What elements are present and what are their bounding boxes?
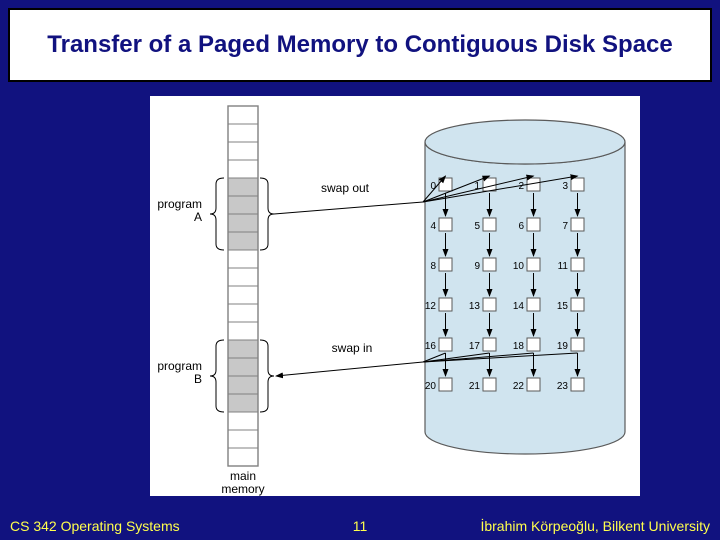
- svg-text:programB: programB: [157, 359, 202, 386]
- footer-left: CS 342 Operating Systems: [10, 518, 180, 534]
- slide-title: Transfer of a Paged Memory to Contiguous…: [47, 31, 672, 60]
- svg-text:19: 19: [557, 341, 569, 352]
- svg-text:3: 3: [562, 181, 568, 192]
- footer-right: İbrahim Körpeoğlu, Bilkent University: [480, 518, 710, 534]
- footer-page: 11: [353, 518, 368, 534]
- svg-text:12: 12: [425, 301, 437, 312]
- svg-text:8: 8: [430, 261, 436, 272]
- footer: CS 342 Operating Systems 11 İbrahim Körp…: [0, 518, 720, 534]
- svg-text:16: 16: [425, 341, 437, 352]
- svg-text:20: 20: [425, 381, 437, 392]
- diagram-svg: mainmemoryprogramAprogramB01234567891011…: [150, 96, 640, 496]
- svg-text:swap out: swap out: [321, 181, 370, 195]
- svg-text:21: 21: [469, 381, 481, 392]
- svg-text:9: 9: [474, 261, 480, 272]
- svg-text:23: 23: [557, 381, 569, 392]
- svg-text:18: 18: [513, 341, 525, 352]
- svg-text:14: 14: [513, 301, 525, 312]
- title-box: Transfer of a Paged Memory to Contiguous…: [8, 8, 712, 82]
- svg-text:2: 2: [518, 181, 524, 192]
- diagram-panel: mainmemoryprogramAprogramB01234567891011…: [150, 96, 640, 496]
- svg-text:15: 15: [557, 301, 569, 312]
- svg-text:11: 11: [558, 261, 569, 272]
- svg-text:programA: programA: [157, 197, 202, 224]
- svg-text:22: 22: [513, 381, 525, 392]
- svg-text:5: 5: [474, 221, 480, 232]
- svg-text:13: 13: [469, 301, 481, 312]
- svg-text:17: 17: [469, 341, 481, 352]
- svg-text:1: 1: [474, 181, 480, 192]
- svg-text:7: 7: [562, 221, 568, 232]
- svg-text:10: 10: [513, 261, 525, 272]
- svg-text:6: 6: [518, 221, 524, 232]
- svg-text:swap in: swap in: [332, 341, 373, 355]
- svg-text:mainmemory: mainmemory: [221, 469, 264, 496]
- svg-text:4: 4: [430, 221, 436, 232]
